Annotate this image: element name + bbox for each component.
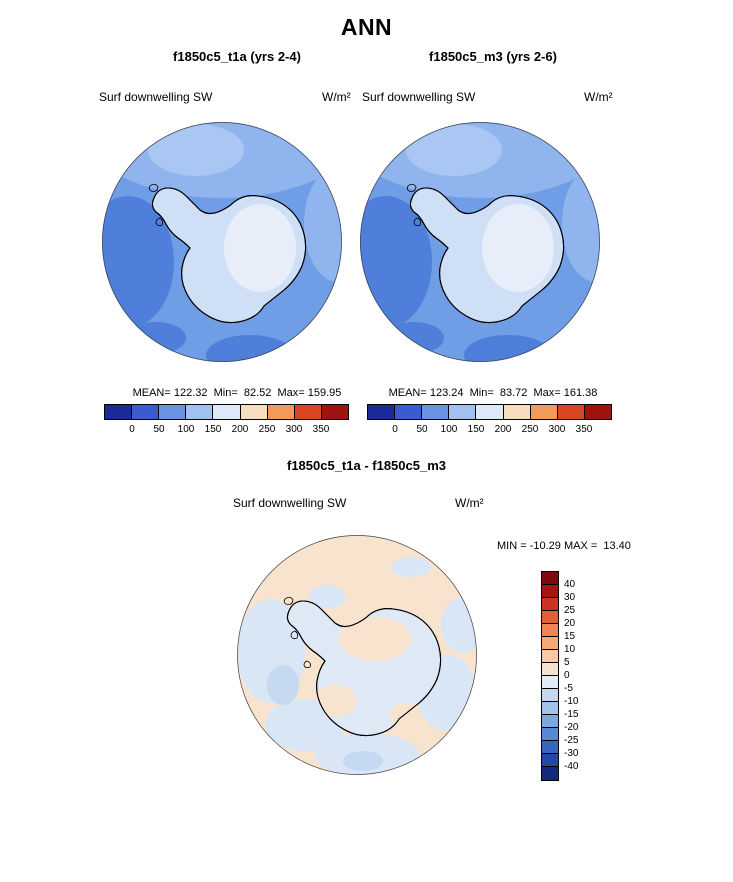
colorbar-tick-label: 250 [521,424,539,435]
colorbar-label: 25 [564,605,576,616]
colorbar-box [542,637,558,650]
map-case2-antarctica [360,122,600,362]
colorbar-box [240,405,268,419]
stats-case1: MEAN= 122.32 Min= 82.52 Max= 159.95 [132,387,342,399]
colorbar-box [213,405,241,419]
units-label-difference: W/m² [455,496,484,510]
colorbar-box [267,405,295,419]
units-label-case2: W/m² [584,90,613,104]
colorbar-tick-label: 100 [177,424,195,435]
colorbar-box [542,754,558,767]
colorbar-case2-ticks: 0 50 100 150 200 250 300 350 [367,424,612,437]
colorbar-box [503,405,531,419]
colorbar-box [542,572,558,585]
colorbar-box [105,405,133,419]
colorbar-label: 30 [564,592,576,603]
colorbar-box [542,689,558,702]
colorbar-tick-label: 150 [467,424,485,435]
colorbar-tick-label: 0 [129,424,135,435]
field-label-difference: Surf downwelling SW [233,496,347,510]
colorbar-box [542,702,558,715]
panel-title-case2: f1850c5_m3 (yrs 2-6) [429,49,557,64]
colorbar-label: 40 [564,579,576,590]
colorbar-box [449,405,477,419]
colorbar-tick-label: 250 [258,424,276,435]
colorbar-box [542,598,558,611]
colorbar-label: -25 [564,735,579,746]
colorbar-box [476,405,504,419]
map-difference-antarctica [237,535,477,775]
colorbar-difference [541,571,559,781]
colorbar-box [542,663,558,676]
colorbar-tick-label: 50 [153,424,165,435]
colorbar-case2 [367,404,612,420]
colorbar-box [368,405,396,419]
colorbar-label: -10 [564,696,579,707]
colorbar-box [542,728,558,741]
colorbar-tick-label: 350 [575,424,593,435]
colorbar-label: 0 [564,670,570,681]
colorbar-tick-label: 200 [494,424,512,435]
colorbar-tick-label: 350 [312,424,330,435]
colorbar-box [542,624,558,637]
colorbar-box [132,405,160,419]
colorbar-tick-label: 300 [548,424,566,435]
colorbar-box [542,650,558,663]
colorbar-box [186,405,214,419]
colorbar-tick-label: 200 [231,424,249,435]
colorbar-label: -20 [564,722,579,733]
field-label-case2: Surf downwelling SW [362,90,476,104]
map-graphics [102,122,342,362]
colorbar-label: 20 [564,618,576,629]
colorbar-tick-label: 50 [416,424,428,435]
colorbar-label: -5 [564,683,573,694]
colorbar-box [530,405,558,419]
difference-minmax: MIN = -10.29 MAX = 13.40 [497,540,631,552]
colorbar-box [395,405,423,419]
stats-case2: MEAN= 123.24 Min= 83.72 Max= 161.38 [388,387,598,399]
colorbar-label: -30 [564,748,579,759]
colorbar-label: 5 [564,657,570,668]
colorbar-box [542,741,558,754]
colorbar-box [294,405,322,419]
colorbar-box [584,405,611,419]
colorbar-label: 10 [564,644,576,655]
colorbar-box [542,767,558,780]
colorbar-label: -40 [564,761,579,772]
units-label-case1: W/m² [322,90,351,104]
panel-title-case1: f1850c5_t1a (yrs 2-4) [173,49,301,64]
colorbar-label: -15 [564,709,579,720]
map-graphics [360,122,600,362]
colorbar-case1 [104,404,349,420]
colorbar-case1-ticks: 0 50 100 150 200 250 300 350 [104,424,349,437]
map-case1-antarctica [102,122,342,362]
colorbar-difference-labels: 40 30 25 20 15 10 5 0 -5 -10 -15 -20 -25 -30 -40 [564,571,598,783]
field-label-case1: Surf downwelling SW [99,90,213,104]
colorbar-tick-label: 150 [204,424,222,435]
colorbar-box [557,405,585,419]
colorbar-tick-label: 300 [285,424,303,435]
map-graphics [237,535,477,775]
figure-title: ANN [340,14,393,40]
colorbar-box [321,405,348,419]
colorbar-box [542,611,558,624]
colorbar-box [159,405,187,419]
colorbar-box [542,585,558,598]
colorbar-box [542,715,558,728]
colorbar-tick-label: 100 [440,424,458,435]
panel-title-difference: f1850c5_t1a - f1850c5_m3 [286,458,446,473]
colorbar-box [542,676,558,689]
colorbar-box [422,405,450,419]
colorbar-tick-label: 0 [392,424,398,435]
colorbar-label: 15 [564,631,576,642]
